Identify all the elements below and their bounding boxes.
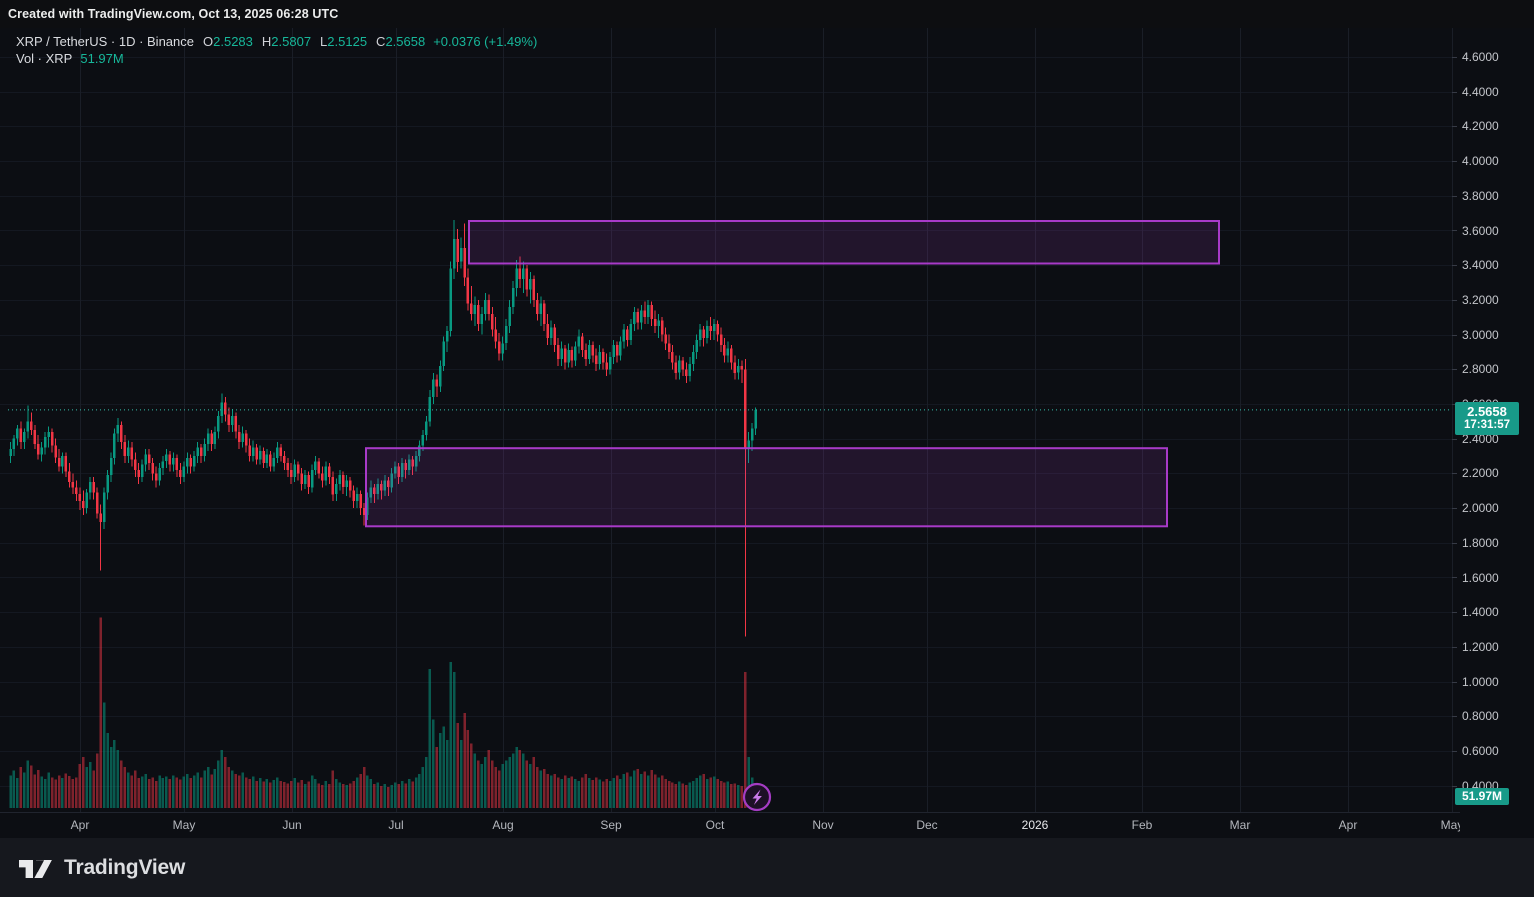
price-tick-label: 1.2000 xyxy=(1462,639,1499,654)
close-key: C xyxy=(376,34,386,49)
time-tick-label: Aug xyxy=(492,818,514,832)
tradingview-logo-icon[interactable] xyxy=(18,854,54,882)
price-tick-label: 2.2000 xyxy=(1462,466,1499,481)
price-tick-label: 1.8000 xyxy=(1462,535,1499,550)
volume-value: 51.97M xyxy=(80,51,124,66)
price-tick-label: 3.0000 xyxy=(1462,327,1499,342)
time-tick-label: May xyxy=(1440,818,1460,832)
time-tick-label: Sep xyxy=(600,818,622,832)
change-value: +0.0376 (+1.49%) xyxy=(433,34,538,49)
event-lightning-icon[interactable] xyxy=(742,782,772,812)
time-tick-label: May xyxy=(172,818,196,832)
chart-legend[interactable]: XRP / TetherUS · 1D · Binance O2.5283 H2.5… xyxy=(16,33,537,67)
price-tick-label: 2.0000 xyxy=(1462,501,1499,516)
price-tick-label: 3.8000 xyxy=(1462,188,1499,203)
high-key: H xyxy=(261,34,272,49)
bar-countdown: 17:31:57 xyxy=(1463,419,1511,431)
legend-line-volume: Vol · XRP 51.97M xyxy=(16,50,537,67)
attribution-bar: Created with TradingView.com, Oct 13, 20… xyxy=(0,0,1534,28)
time-tick-label: Jun xyxy=(282,818,302,832)
grid-lines xyxy=(0,28,1453,812)
price-tick-label: 4.4000 xyxy=(1462,84,1499,99)
time-tick-label: Feb xyxy=(1131,818,1153,832)
legend-line-ohlc: XRP / TetherUS · 1D · Binance O2.5283 H2.5… xyxy=(16,33,537,50)
last-price-label: 2.5658 17:31:57 xyxy=(1455,402,1519,435)
price-tick-label: 2.4000 xyxy=(1462,431,1499,446)
price-tick-label: 0.8000 xyxy=(1462,709,1499,724)
price-tick-label: 1.0000 xyxy=(1462,674,1499,689)
volume-series xyxy=(9,617,757,808)
close-value: 2.5658 xyxy=(385,34,426,49)
time-axis[interactable]: Apr May Jun Jul Aug Sep Oct Nov Dec 2026 Feb Mar Apr… xyxy=(0,812,1460,839)
time-tick-label: Apr xyxy=(70,818,90,832)
candlestick-series xyxy=(9,220,757,637)
price-tick-label: 3.6000 xyxy=(1462,223,1499,238)
open-value: 2.5283 xyxy=(213,34,253,49)
time-tick-label: Apr xyxy=(1338,818,1358,832)
high-value: 2.5807 xyxy=(271,34,312,49)
volume-axis-label: 51.97M xyxy=(1455,788,1510,805)
time-tick-label: Dec xyxy=(916,818,938,832)
volume-key: Vol · XRP xyxy=(16,51,73,66)
low-key: L xyxy=(320,34,328,49)
time-tick-label: Mar xyxy=(1229,818,1251,832)
time-tick-label: 2026 xyxy=(1021,818,1049,832)
attribution-text: Created with TradingView.com, Oct 13, 20… xyxy=(8,7,339,21)
low-value: 2.5125 xyxy=(327,34,368,49)
time-tick-label: Jul xyxy=(388,818,404,832)
price-tick-label: 3.2000 xyxy=(1462,292,1499,307)
price-tick-label: 1.6000 xyxy=(1462,570,1499,585)
price-tick-label: 1.4000 xyxy=(1462,605,1499,620)
footer-bar: TradingView xyxy=(0,838,1534,897)
rectangle-drawings[interactable] xyxy=(365,220,1220,528)
time-tick-label: Oct xyxy=(705,818,725,832)
price-tick-label: 2.8000 xyxy=(1462,362,1499,377)
price-tick-label: 4.6000 xyxy=(1462,50,1499,64)
open-key: O xyxy=(203,34,214,49)
price-tick-label: 4.2000 xyxy=(1462,119,1499,134)
time-tick-label: Nov xyxy=(812,818,834,832)
price-tick-label: 4.0000 xyxy=(1462,154,1499,169)
last-price-value: 2.5658 xyxy=(1467,404,1507,419)
tradingview-brand-text[interactable]: TradingView xyxy=(64,855,186,879)
price-axis[interactable]: 4.6000 4.4000 4.2000 4.0000 3.8000 3.6000 3.40… xyxy=(1452,0,1534,812)
symbol-title[interactable]: XRP / TetherUS · 1D · Binance xyxy=(16,34,194,49)
price-tick-label: 0.6000 xyxy=(1462,744,1499,758)
price-tick-label: 3.4000 xyxy=(1462,258,1499,273)
